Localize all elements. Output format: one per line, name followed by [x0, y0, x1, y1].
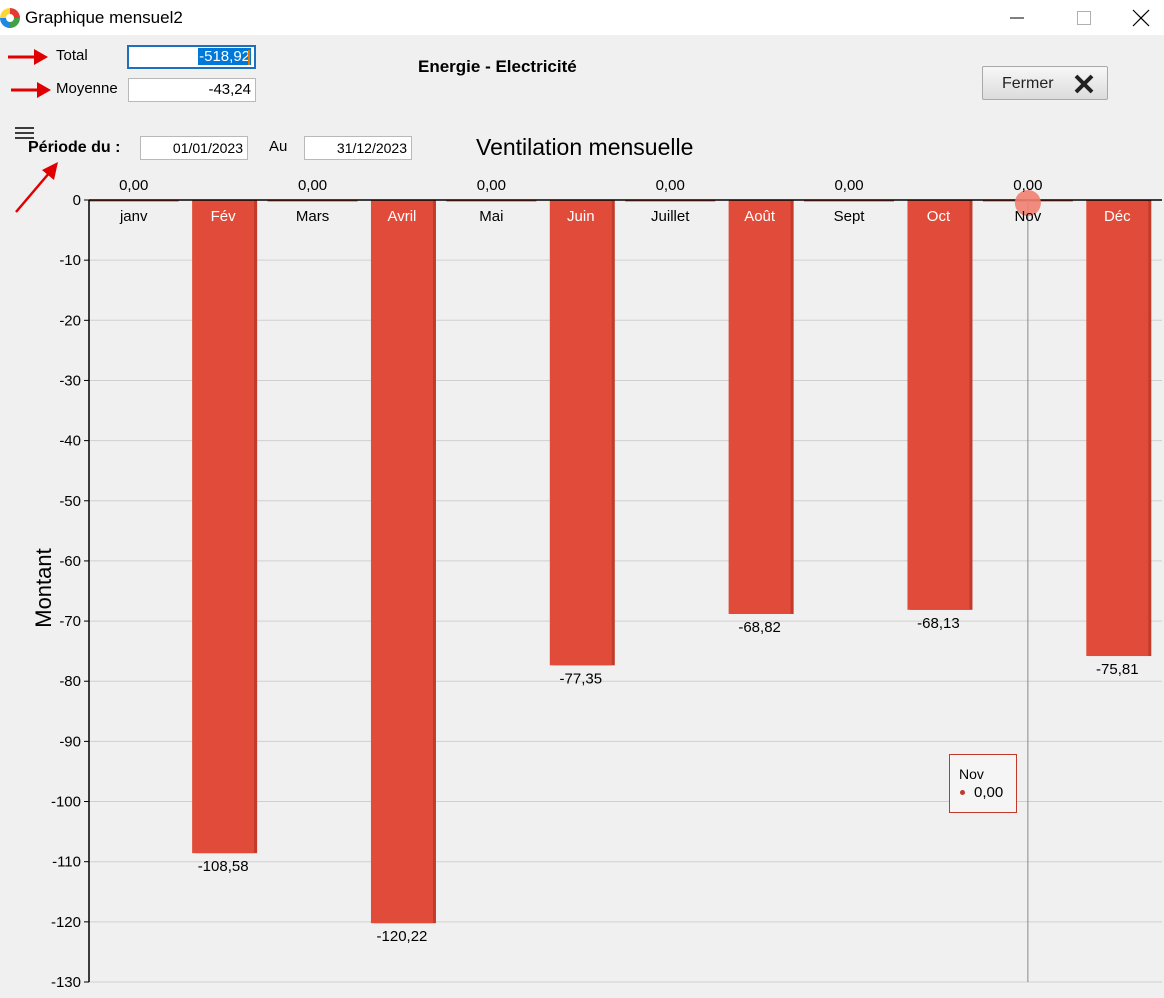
close-window-button[interactable] — [1118, 0, 1164, 35]
category-label: Nov — [1015, 208, 1042, 225]
y-tick-label: -90 — [59, 733, 81, 750]
category-label: Oct — [927, 208, 951, 225]
title-bar: Graphique mensuel2 — [0, 0, 1164, 35]
y-tick-label: -20 — [59, 312, 81, 329]
chart-title: Ventilation mensuelle — [476, 134, 694, 160]
y-tick-label: -110 — [52, 854, 81, 871]
close-x-icon — [1073, 73, 1095, 100]
minimize-button[interactable] — [994, 0, 1040, 35]
minimize-icon — [1010, 17, 1024, 18]
total-label: Total — [56, 47, 88, 64]
y-axis-label: Montant — [31, 548, 56, 628]
value-label: -68,13 — [917, 615, 960, 632]
arrow-total-icon — [8, 49, 48, 65]
y-tick-label: -70 — [59, 613, 81, 630]
y-tick-label: -100 — [51, 794, 81, 811]
category-label: Août — [744, 208, 776, 225]
close-icon — [1132, 9, 1150, 26]
fermer-label: Fermer — [1002, 75, 1054, 92]
category-label: Sept — [834, 208, 866, 225]
report-title: Energie - Electricité — [418, 57, 577, 76]
app-icon — [0, 8, 20, 28]
maximize-button[interactable] — [1061, 0, 1107, 35]
value-label: 0,00 — [834, 177, 863, 194]
bar — [907, 200, 970, 610]
arrow-moyenne-icon — [11, 82, 51, 98]
period-from-field[interactable]: 01/01/2023 — [140, 136, 248, 160]
moyenne-field[interactable]: -43,24 — [128, 78, 256, 102]
value-label: -108,58 — [198, 858, 249, 875]
tooltip-value: 0,00 — [974, 784, 1004, 801]
bar — [549, 200, 612, 666]
value-label: -120,22 — [377, 928, 428, 945]
tooltip-title: Nov — [959, 766, 984, 782]
category-label: Fév — [211, 208, 237, 225]
category-label: janv — [119, 208, 148, 225]
category-label: Mai — [479, 208, 503, 225]
arrow-periode-icon — [15, 162, 58, 213]
value-label: 0,00 — [656, 177, 685, 194]
bar — [370, 200, 433, 924]
total-value: -518,92 — [198, 48, 251, 65]
y-tick-label: -130 — [51, 974, 81, 991]
y-tick-label: -50 — [59, 493, 81, 510]
window-title: Graphique mensuel2 — [25, 8, 183, 27]
y-tick-label: 0 — [73, 192, 81, 209]
value-label: 0,00 — [1013, 177, 1042, 194]
y-tick-label: -30 — [59, 372, 81, 389]
value-label: -77,35 — [560, 670, 603, 687]
text-caret — [248, 49, 250, 65]
category-label: Mars — [296, 208, 329, 225]
y-tick-label: -10 — [59, 252, 81, 269]
value-label: 0,00 — [477, 177, 506, 194]
y-tick-label: -40 — [59, 433, 81, 450]
menu-icon[interactable] — [14, 126, 36, 142]
period-to-field[interactable]: 31/12/2023 — [304, 136, 412, 160]
fermer-button[interactable]: Fermer — [982, 66, 1108, 100]
highlight-marker — [1014, 190, 1041, 216]
maximize-icon — [1077, 10, 1091, 25]
periode-label: Période du : — [28, 139, 121, 156]
y-tick-label: -120 — [51, 914, 81, 931]
category-label: Avril — [388, 208, 417, 225]
period-to-label: Au — [269, 138, 288, 155]
bar — [728, 200, 791, 614]
value-label: 0,00 — [119, 177, 148, 194]
y-tick-label: -80 — [59, 673, 81, 690]
moyenne-label: Moyenne — [56, 80, 118, 97]
bar — [1086, 200, 1149, 657]
value-label: -75,81 — [1096, 661, 1139, 678]
tooltip-dot-icon — [960, 790, 965, 795]
y-tick-label: -60 — [59, 553, 81, 570]
category-label: Juillet — [651, 208, 690, 225]
bar — [192, 200, 255, 854]
value-label: 0,00 — [298, 177, 327, 194]
total-field[interactable]: -518,92 — [127, 45, 256, 69]
category-label: Déc — [1104, 208, 1131, 225]
category-label: Juin — [567, 208, 595, 225]
value-label: -68,82 — [738, 619, 781, 636]
chart-tooltip: Nov 0,00 — [949, 754, 1017, 813]
